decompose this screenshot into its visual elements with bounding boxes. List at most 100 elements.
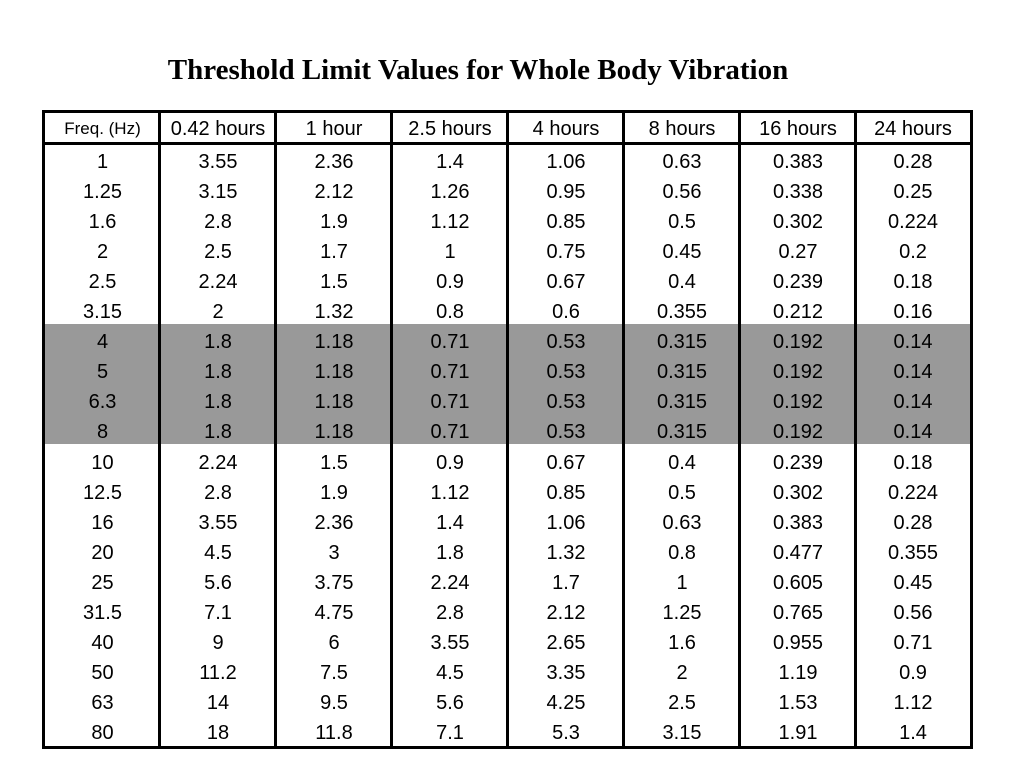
table-cell: 18 [206, 722, 230, 744]
table-cell: 0.239 [772, 452, 824, 474]
table-frame [42, 110, 973, 749]
table-cell: 3.35 [546, 662, 586, 684]
table-cell: 1.06 [546, 512, 586, 534]
table-cell: 3.15 [198, 181, 238, 203]
table-cell: 0.5 [668, 482, 696, 504]
table-cell: 1.8 [204, 421, 232, 443]
table-cell: 7.1 [204, 602, 232, 624]
table-cell: 2.12 [546, 602, 586, 624]
table-cell: 0.18 [893, 271, 933, 293]
table-cell: 0.192 [772, 331, 824, 353]
table-cell: 0.14 [893, 421, 933, 443]
frequency-cell: 2.5 [88, 271, 117, 293]
table-cell: 0.224 [887, 211, 939, 233]
table-cell: 0.53 [546, 391, 586, 413]
frequency-cell: 5 [96, 361, 109, 383]
column-header: 1 hour [305, 118, 363, 140]
table-cell: 0.14 [893, 391, 933, 413]
table-cell: 0.192 [772, 421, 824, 443]
column-divider [158, 113, 161, 746]
frequency-cell: 50 [91, 662, 114, 684]
table-cell: 0.28 [893, 151, 933, 173]
table-cell: 0.14 [893, 361, 933, 383]
frequency-cell: 16 [91, 512, 114, 534]
table-cell: 0.75 [546, 241, 586, 263]
frequency-cell: 10 [91, 452, 114, 474]
table-cell: 0.27 [778, 241, 818, 263]
page-title: Threshold Limit Values for Whole Body Vi… [167, 54, 789, 86]
frequency-cell: 12.5 [83, 482, 122, 504]
table-cell: 0.302 [772, 482, 824, 504]
column-divider [738, 113, 741, 746]
table-cell: 3.55 [198, 151, 238, 173]
table-cell: 0.6 [552, 301, 580, 323]
table-cell: 1.32 [546, 542, 586, 564]
table-cell: 0.5 [668, 211, 696, 233]
table-cell: 7.1 [436, 722, 464, 744]
table-cell: 4.5 [436, 662, 464, 684]
table-cell: 1.18 [314, 331, 354, 353]
table-cell: 0.9 [436, 271, 464, 293]
table-cell: 1.4 [899, 722, 927, 744]
table-cell: 1 [676, 572, 688, 594]
column-divider [506, 113, 509, 746]
table-cell: 0.224 [887, 482, 939, 504]
column-header: 2.5 hours [408, 118, 492, 140]
table-cell: 0.16 [893, 301, 933, 323]
table-cell: 0.63 [662, 512, 702, 534]
frequency-cell: 3.15 [83, 301, 122, 323]
frequency-cell: 31.5 [83, 602, 122, 624]
table-cell: 0.192 [772, 391, 824, 413]
table-cell: 0.53 [546, 421, 586, 443]
column-header: 16 hours [759, 118, 837, 140]
table-cell: 2.8 [204, 211, 232, 233]
table-cell: 1.18 [314, 361, 354, 383]
column-divider [274, 113, 277, 746]
table-cell: 0.18 [893, 452, 933, 474]
table-cell: 1.9 [320, 482, 348, 504]
table-cell: 0.53 [546, 361, 586, 383]
table-cell: 0.71 [430, 391, 470, 413]
table-cell: 7.5 [320, 662, 348, 684]
table-cell: 9 [212, 632, 224, 654]
table-cell: 1.12 [430, 211, 470, 233]
frequency-cell: 80 [91, 722, 114, 744]
column-header: 0.42 hours [170, 118, 266, 140]
column-header: Freq. (Hz) [64, 119, 141, 138]
table-cell: 2.8 [204, 482, 232, 504]
table-cell: 0.4 [668, 271, 696, 293]
frequency-cell: 8 [96, 421, 109, 443]
table-cell: 0.338 [772, 181, 824, 203]
table-cell: 1.7 [320, 241, 348, 263]
table-cell: 1.91 [778, 722, 818, 744]
table-cell: 4.5 [204, 542, 232, 564]
table-cell: 5.6 [436, 692, 464, 714]
table-cell: 0.8 [436, 301, 464, 323]
table-cell: 0.53 [546, 331, 586, 353]
table-cell: 2.5 [668, 692, 696, 714]
table-cell: 3.55 [198, 512, 238, 534]
table-cell: 1.8 [204, 391, 232, 413]
table-cell: 2 [676, 662, 688, 684]
table-cell: 2.24 [198, 271, 238, 293]
table-cell: 0.63 [662, 151, 702, 173]
table-cell: 1.32 [314, 301, 354, 323]
table-cell: 2.24 [198, 452, 238, 474]
table-cell: 2.65 [546, 632, 586, 654]
frequency-cell: 6.3 [88, 391, 117, 413]
table-cell: 0.315 [656, 361, 708, 383]
table-cell: 1.9 [320, 211, 348, 233]
table-cell: 11.2 [199, 662, 237, 684]
table-cell: 0.2 [899, 241, 927, 263]
table-cell: 1.8 [204, 331, 232, 353]
table-cell: 0.383 [772, 512, 824, 534]
table-cell: 1.53 [778, 692, 818, 714]
table-cell: 0.56 [893, 602, 933, 624]
column-divider [622, 113, 625, 746]
frequency-cell: 40 [91, 632, 114, 654]
table-cell: 1.4 [436, 151, 464, 173]
table-cell: 2 [212, 301, 224, 323]
table-cell: 3.15 [662, 722, 702, 744]
table-cell: 0.45 [893, 572, 933, 594]
table-cell: 3.55 [430, 632, 470, 654]
